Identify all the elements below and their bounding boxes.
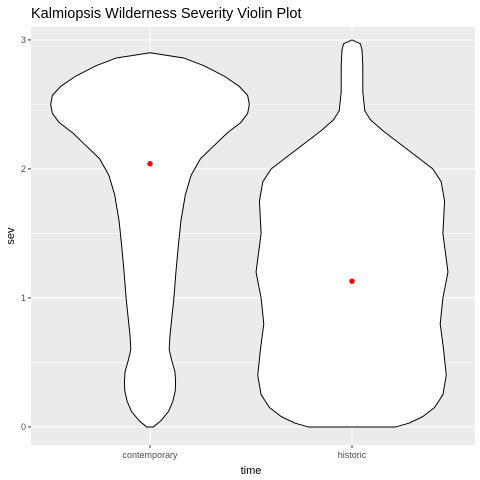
violin-contemporary [50,52,250,428]
mean-points-layer [147,161,355,284]
mean-point-historic [349,278,355,284]
chart-title: Kalmiopsis Wilderness Severity Violin Pl… [31,6,302,22]
x-tick-label-contemporary: contemporary [122,450,178,460]
x-axis-title: time [241,465,262,477]
violins-layer [50,39,449,428]
y-tick-label: 3 [21,35,26,45]
x-tick-label-historic: historic [338,450,367,460]
violin-historic [255,39,449,428]
x-axis: contemporary historic [122,445,367,460]
y-axis: 0 1 2 3 [21,35,31,432]
y-tick-label: 0 [21,422,26,432]
y-axis-title: sev [5,227,17,245]
mean-point-contemporary [147,161,153,167]
y-tick-label: 2 [21,164,26,174]
y-tick-label: 1 [21,293,26,303]
